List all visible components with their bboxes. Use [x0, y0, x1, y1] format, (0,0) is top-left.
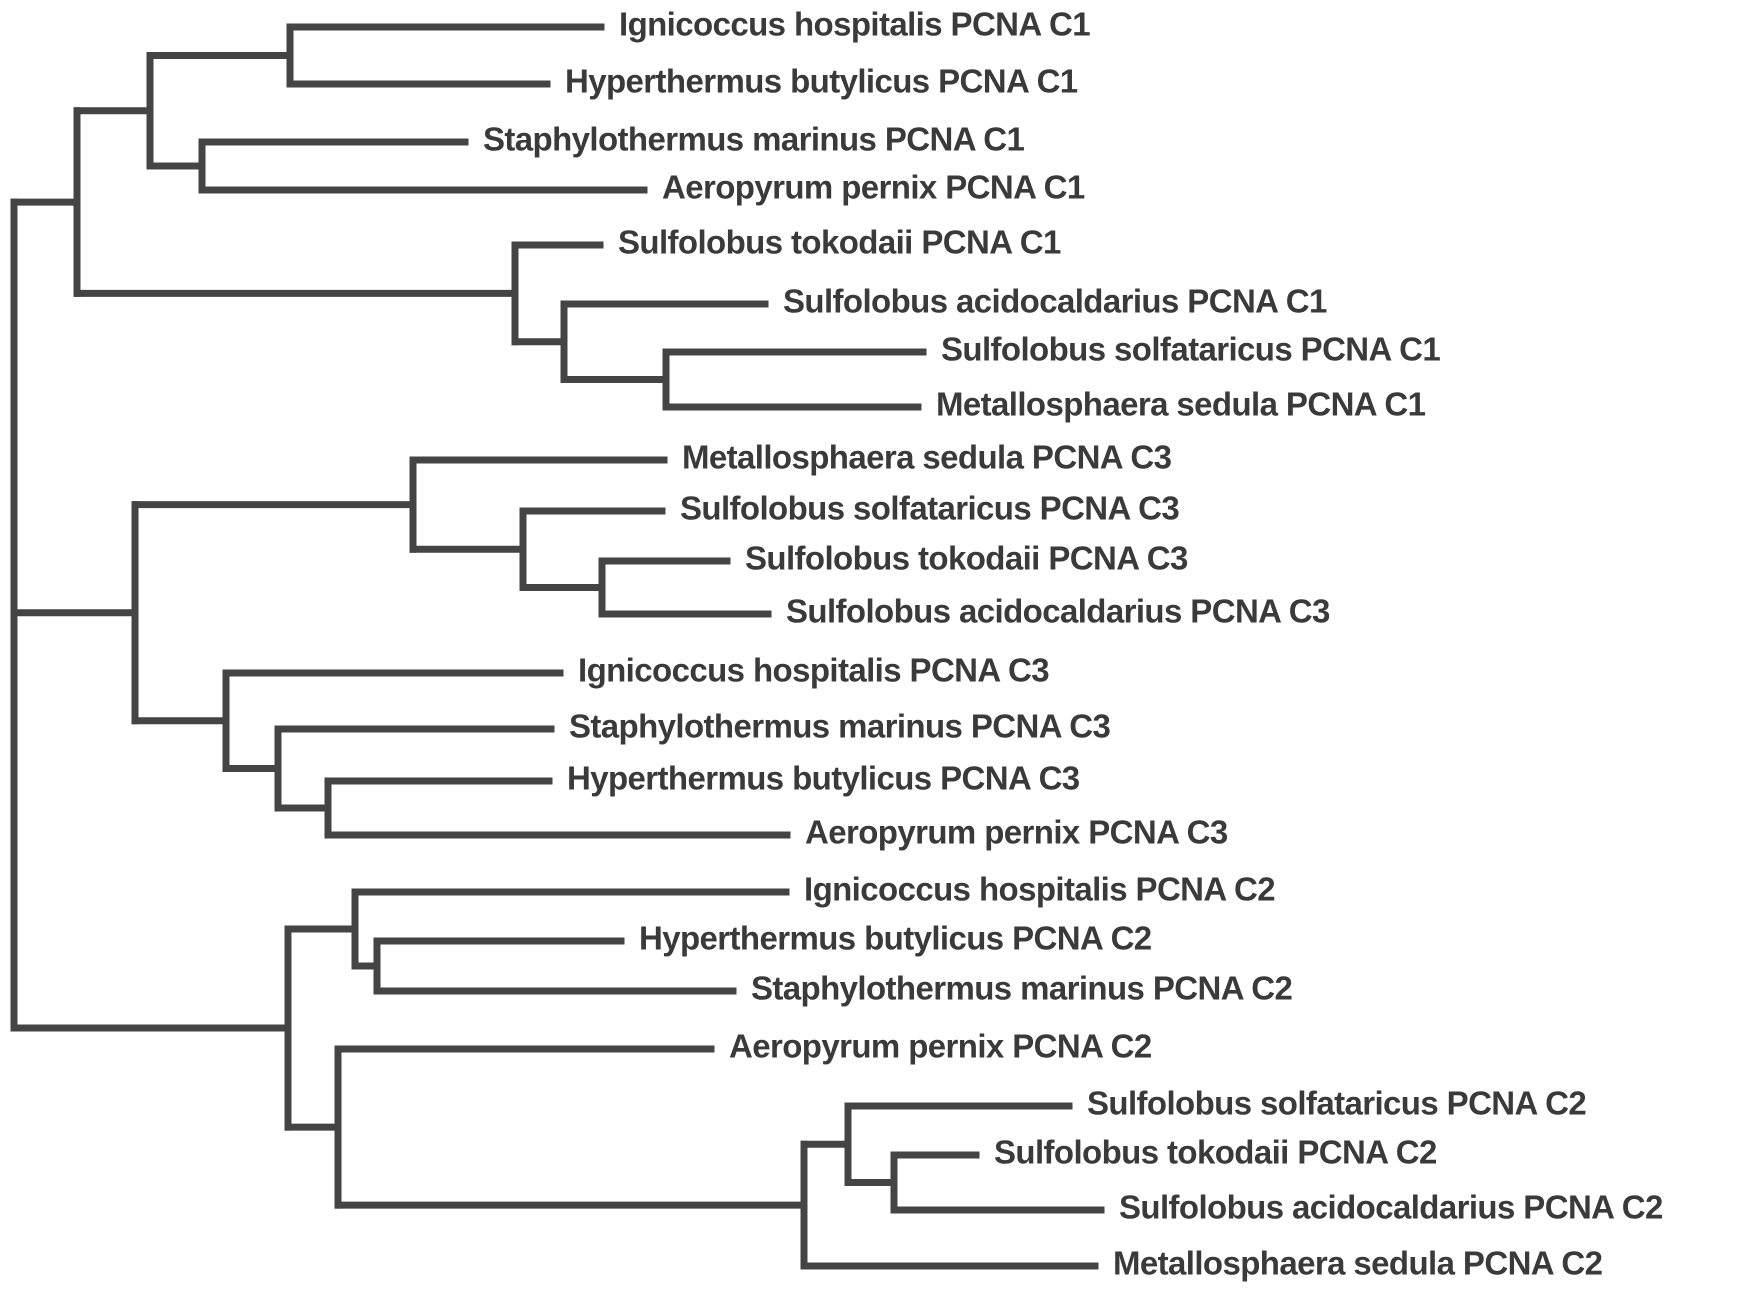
- leaf-label: Metallosphaera sedula PCNA C3: [682, 439, 1172, 476]
- leaf-label: Aeropyrum pernix PCNA C2: [729, 1028, 1152, 1065]
- leaf-label: Aeropyrum pernix PCNA C1: [662, 169, 1085, 206]
- leaf-label: Staphylothermus marinus PCNA C3: [569, 708, 1111, 745]
- leaf-label: Ignicoccus hospitalis PCNA C2: [804, 871, 1275, 908]
- leaf-label: Sulfolobus acidocaldarius PCNA C1: [783, 283, 1327, 320]
- leaf-label: Staphylothermus marinus PCNA C1: [483, 121, 1025, 158]
- leaf-label: Sulfolobus solfataricus PCNA C1: [941, 331, 1440, 368]
- leaf-label: Sulfolobus acidocaldarius PCNA C2: [1119, 1189, 1663, 1226]
- leaf-label: Aeropyrum pernix PCNA C3: [805, 814, 1228, 851]
- leaf-label: Sulfolobus tokodaii PCNA C2: [994, 1134, 1437, 1171]
- leaf-label: Sulfolobus tokodaii PCNA C1: [618, 224, 1061, 261]
- leaf-labels: Ignicoccus hospitalis PCNA C1 Hyperthermu…: [483, 6, 1664, 1282]
- leaf-label: Ignicoccus hospitalis PCNA C3: [578, 652, 1049, 689]
- leaf-label: Metallosphaera sedula PCNA C2: [1113, 1245, 1603, 1282]
- leaf-label: Sulfolobus solfataricus PCNA C3: [680, 490, 1179, 527]
- leaf-label: Hyperthermus butylicus PCNA C1: [565, 63, 1078, 100]
- leaf-label: Sulfolobus acidocaldarius PCNA C3: [786, 593, 1330, 630]
- tree-branches: [10, 23, 1105, 1270]
- leaf-label: Metallosphaera sedula PCNA C1: [936, 386, 1426, 423]
- leaf-label: Staphylothermus marinus PCNA C2: [751, 970, 1293, 1007]
- leaf-label: Sulfolobus solfataricus PCNA C2: [1087, 1085, 1586, 1122]
- leaf-label: Hyperthermus butylicus PCNA C3: [567, 760, 1080, 797]
- leaf-label: Sulfolobus tokodaii PCNA C3: [745, 540, 1188, 577]
- leaf-label: Hyperthermus butylicus PCNA C2: [639, 920, 1152, 957]
- leaf-label: Ignicoccus hospitalis PCNA C1: [619, 6, 1090, 43]
